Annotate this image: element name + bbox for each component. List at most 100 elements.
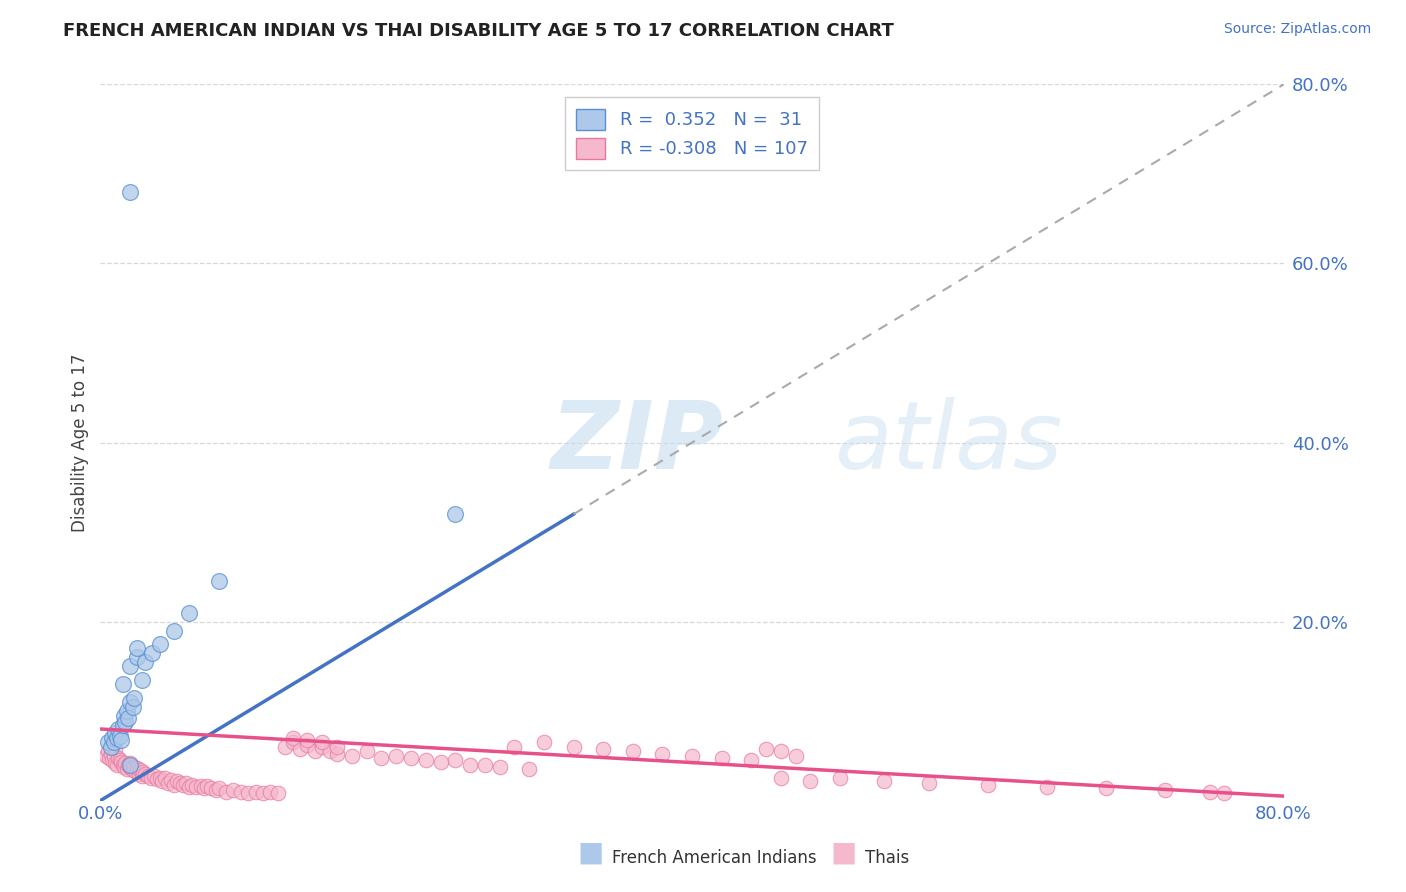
- Point: [297, 738, 319, 752]
- Point: [148, 637, 170, 651]
- Point: [356, 744, 378, 758]
- Point: [172, 777, 194, 791]
- Point: [311, 739, 333, 754]
- Point: [131, 768, 153, 782]
- Point: [200, 781, 222, 796]
- Point: [651, 747, 673, 761]
- Point: [533, 735, 555, 749]
- Point: [114, 714, 136, 729]
- Point: [148, 771, 170, 785]
- Point: [122, 763, 145, 777]
- Point: [145, 772, 167, 786]
- Point: [134, 655, 156, 669]
- Point: [444, 507, 467, 521]
- Point: [163, 624, 186, 638]
- Point: [131, 673, 153, 687]
- Point: [318, 744, 340, 758]
- Point: [115, 704, 138, 718]
- Point: [96, 748, 118, 763]
- Point: [134, 766, 156, 780]
- Point: [111, 717, 134, 731]
- Point: [155, 771, 177, 785]
- Point: [873, 773, 896, 788]
- Text: ■: ■: [578, 839, 603, 867]
- Point: [118, 695, 141, 709]
- Point: [222, 783, 245, 797]
- Point: [104, 741, 127, 756]
- Point: [195, 779, 218, 793]
- Point: [129, 763, 152, 777]
- Point: [118, 759, 141, 773]
- Point: [193, 781, 215, 796]
- Point: [785, 748, 807, 763]
- Point: [169, 775, 191, 789]
- Point: [281, 735, 304, 749]
- Point: [281, 731, 304, 745]
- Point: [108, 729, 131, 743]
- Point: [152, 773, 174, 788]
- Point: [621, 744, 644, 758]
- Point: [828, 771, 851, 785]
- Point: [97, 735, 120, 749]
- Point: [177, 780, 200, 795]
- Point: [562, 739, 585, 754]
- Point: [215, 785, 238, 799]
- Point: [132, 764, 155, 779]
- Point: [444, 753, 467, 767]
- Point: [104, 756, 127, 770]
- Point: [166, 773, 188, 788]
- Point: [1095, 781, 1118, 796]
- Point: [112, 708, 135, 723]
- Point: [112, 759, 135, 773]
- Point: [128, 766, 150, 780]
- Point: [297, 732, 319, 747]
- Point: [755, 741, 778, 756]
- Point: [326, 739, 349, 754]
- Point: [117, 711, 139, 725]
- Point: [100, 747, 122, 761]
- Point: [238, 787, 260, 801]
- Point: [101, 731, 124, 745]
- Text: FRENCH AMERICAN INDIAN VS THAI DISABILITY AGE 5 TO 17 CORRELATION CHART: FRENCH AMERICAN INDIAN VS THAI DISABILIT…: [63, 22, 894, 40]
- Point: [142, 769, 165, 783]
- Point: [399, 750, 422, 764]
- Point: [104, 726, 127, 740]
- Point: [125, 764, 148, 779]
- Point: [710, 750, 733, 764]
- Point: [769, 744, 792, 758]
- Point: [267, 787, 290, 801]
- Point: [204, 783, 226, 797]
- Point: [1198, 785, 1220, 799]
- Text: ZIP: ZIP: [550, 397, 723, 489]
- Text: Thais: Thais: [865, 849, 908, 867]
- Point: [117, 757, 139, 772]
- Point: [769, 771, 792, 785]
- Y-axis label: Disability Age 5 to 17: Disability Age 5 to 17: [72, 353, 89, 532]
- Point: [122, 699, 145, 714]
- Point: [163, 777, 186, 791]
- Text: ■: ■: [831, 839, 856, 867]
- Text: French American Indians: French American Indians: [612, 849, 817, 867]
- Point: [458, 757, 481, 772]
- Point: [208, 574, 231, 589]
- Point: [110, 732, 132, 747]
- Point: [186, 780, 208, 795]
- Point: [97, 744, 120, 758]
- Point: [977, 777, 1000, 791]
- Point: [429, 755, 451, 769]
- Point: [120, 761, 142, 775]
- Point: [127, 641, 149, 656]
- Point: [274, 739, 297, 754]
- Point: [105, 757, 128, 772]
- Point: [107, 722, 129, 736]
- Point: [118, 757, 141, 772]
- Point: [340, 748, 363, 763]
- Point: [799, 773, 821, 788]
- Text: atlas: atlas: [834, 397, 1062, 488]
- Point: [127, 761, 149, 775]
- Point: [415, 753, 437, 767]
- Text: Source: ZipAtlas.com: Source: ZipAtlas.com: [1223, 22, 1371, 37]
- Point: [160, 772, 183, 787]
- Point: [370, 750, 392, 764]
- Point: [311, 735, 333, 749]
